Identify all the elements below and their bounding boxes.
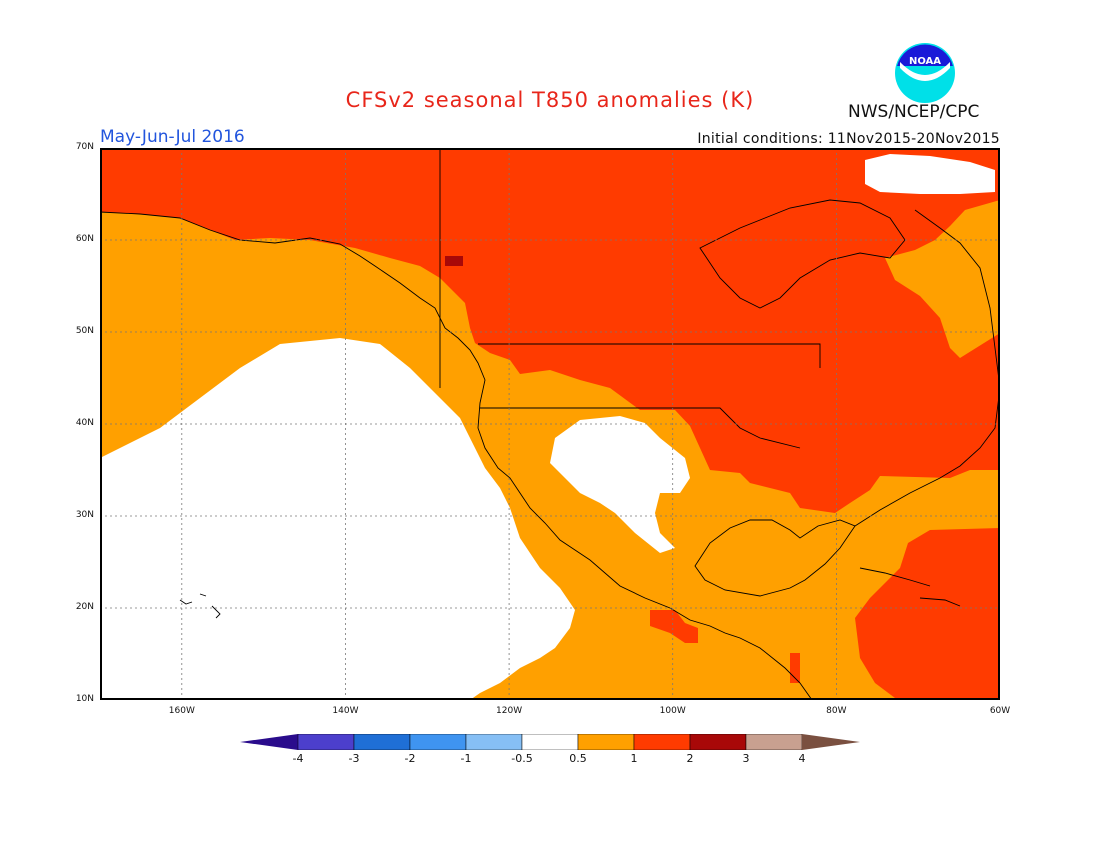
colorbar-segment (409, 734, 467, 750)
anomaly-region-white-southwest (550, 416, 690, 553)
colorbar-tick-label: -0.5 (511, 752, 533, 765)
anomaly-region-red-north (100, 148, 1000, 513)
latitude-label: 20N (75, 602, 94, 612)
colorbar-segment (577, 734, 635, 750)
colorbar-segment (633, 734, 691, 750)
colorbar-segment (353, 734, 411, 750)
colorbar (240, 734, 860, 750)
anomaly-region-white-arctic (865, 154, 995, 194)
colorbar-segment (465, 734, 523, 750)
anomaly-region-darkred (445, 256, 463, 266)
map-title: CFSv2 seasonal T850 anomalies (K) (345, 88, 755, 112)
latitude-label: 10N (75, 694, 94, 704)
latitude-label: 30N (75, 510, 94, 520)
longitude-label: 100W (659, 706, 686, 716)
colorbar-tick-label: 3 (742, 752, 750, 765)
longitude-label: 120W (496, 706, 523, 716)
latitude-label: 60N (75, 234, 94, 244)
colorbar-tick-label: 4 (798, 752, 806, 765)
colorbar-tick-label: 0.5 (569, 752, 587, 765)
latitude-label: 50N (75, 326, 94, 336)
colorbar-tick-label: 1 (630, 752, 638, 765)
colorbar-tick-label: -4 (292, 752, 304, 765)
longitude-label: 60W (989, 706, 1011, 716)
colorbar-arrow-high (802, 734, 860, 750)
coastlines (100, 148, 1000, 700)
anomaly-region-red-mexico (650, 610, 698, 643)
forecast-period: May-Jun-Jul 2016 (100, 127, 245, 147)
anomaly-region-white-pacific (100, 338, 575, 700)
colorbar-tick-label: -1 (460, 752, 472, 765)
longitude-label: 160W (168, 706, 195, 716)
longitude-label: 140W (332, 706, 359, 716)
initial-conditions: Initial conditions: 11Nov2015-20Nov2015 (697, 131, 1000, 147)
anomaly-region-red-central-america (790, 653, 800, 683)
colorbar-segment (745, 734, 803, 750)
map-frame (100, 148, 1000, 700)
colorbar-segment (689, 734, 747, 750)
latitude-label: 70N (75, 142, 94, 152)
colorbar-tick-label: -3 (348, 752, 360, 765)
colorbar-arrow-low (240, 734, 298, 750)
graticule (100, 148, 1000, 700)
noaa-logo: NOAA (895, 43, 955, 103)
colorbar-segment (297, 734, 355, 750)
longitude-label: 80W (826, 706, 847, 716)
colorbar-tick-label: -2 (404, 752, 416, 765)
colorbar-tick-label: 2 (686, 752, 694, 765)
anomaly-map (100, 148, 1000, 700)
colorbar-segment (521, 734, 579, 750)
latitude-label: 40N (75, 418, 94, 428)
svg-text:NOAA: NOAA (909, 56, 941, 67)
anomaly-region-red-atlantic (855, 528, 1000, 700)
organization-label: NWS/NCEP/CPC (848, 102, 980, 122)
